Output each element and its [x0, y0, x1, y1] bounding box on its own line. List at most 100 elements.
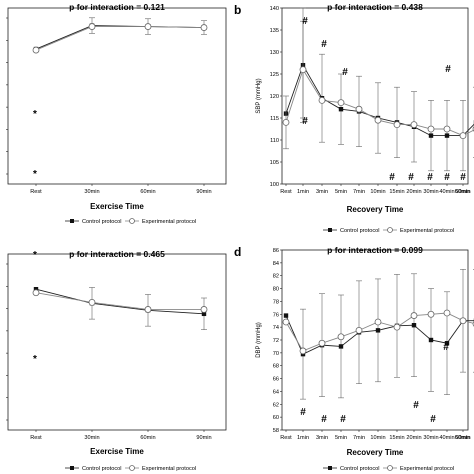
x-tick-label: 10min	[370, 189, 385, 195]
data-point-experimental	[299, 66, 307, 73]
data-point-control	[411, 323, 417, 328]
y-tick-label: 86	[273, 248, 279, 254]
data-point-control	[283, 313, 289, 318]
y-tick-label: 70	[273, 351, 279, 357]
data-point-experimental	[443, 309, 451, 317]
data-point-experimental	[32, 46, 40, 54]
chart-title: p for interaction = 0.121	[69, 2, 165, 12]
data-point-experimental	[200, 306, 208, 313]
y-tick-label: 140	[270, 6, 279, 12]
x-tick-label: 3min	[316, 189, 328, 195]
series-line	[35, 288, 205, 315]
y-tick-label: 78	[273, 299, 279, 305]
data-point-experimental	[459, 132, 467, 140]
data-point-experimental	[427, 125, 435, 133]
x-tick-label: 60min	[140, 189, 155, 195]
plot-frame	[281, 249, 469, 431]
significance-mark: #	[321, 39, 327, 50]
plot-area	[282, 268, 474, 400]
y-tick-label: 64	[273, 389, 279, 395]
data-point-experimental	[318, 97, 326, 104]
y-tick-label: 84	[273, 261, 279, 267]
x-tick-label: 3min	[316, 435, 328, 441]
x-tick-label: 30min	[84, 435, 99, 441]
legend-label: Control protocol	[82, 219, 122, 225]
x-tick-label: 7min	[353, 435, 365, 441]
y-tick-label: 72	[273, 338, 279, 344]
data-point-experimental	[32, 289, 40, 297]
y-tick-label: 76	[273, 312, 279, 318]
x-tick-label: 40min	[439, 435, 454, 441]
x-tick-label: Rest	[280, 435, 292, 441]
series-line	[35, 25, 205, 50]
data-point-control	[428, 133, 434, 138]
y-tick-label: 105	[270, 160, 279, 166]
significance-mark: #	[302, 16, 308, 27]
legend-swatch-marker	[70, 466, 74, 470]
plot-frame	[281, 7, 469, 185]
significance-mark: #	[427, 172, 433, 183]
legend-label: Control protocol	[340, 228, 380, 234]
x-tick-label: 10min	[370, 435, 385, 441]
x-tick-label: 40min	[439, 189, 454, 195]
legend-label: Experimental protocol	[400, 228, 454, 234]
legend: Control protocol Experimental protocol	[323, 465, 454, 472]
data-point-experimental	[282, 119, 290, 126]
significance-mark: #	[443, 342, 449, 353]
data-point-control	[428, 337, 434, 343]
panel-b: b p for interaction = 0.438 100 105 110 115 12…	[234, 2, 474, 234]
data-point-experimental	[410, 121, 418, 128]
data-point-control	[338, 344, 344, 349]
data-point-experimental	[88, 298, 96, 306]
significance-mark: #	[408, 172, 414, 183]
series-line	[285, 64, 474, 137]
chart-title: p for interaction = 0.465	[69, 249, 165, 259]
y-tick-label: 62	[273, 402, 279, 408]
data-point-control	[33, 287, 39, 292]
data-point-experimental	[88, 23, 96, 30]
y-tick-label: 125	[270, 72, 279, 78]
chart-title: p for interaction = 0.438	[327, 2, 423, 12]
significance-mark: #	[389, 172, 395, 183]
x-tick-label: 60min	[140, 435, 155, 441]
x-tick-label: 1min	[297, 189, 309, 195]
data-point-experimental	[337, 99, 345, 106]
data-point-control	[444, 133, 450, 138]
legend-swatch-marker	[328, 466, 332, 470]
data-point-experimental	[459, 317, 467, 325]
data-point-experimental	[200, 24, 208, 31]
y-tick-label: 110	[270, 138, 279, 144]
x-tick-label: 7min	[353, 189, 365, 195]
legend: Control protocol Experimental protocol	[323, 227, 454, 234]
y-tick-label: 82	[273, 274, 279, 280]
significance-mark: #	[340, 414, 346, 425]
series-line	[35, 292, 204, 310]
significance-mark: #	[413, 400, 419, 411]
significance-mark: *	[33, 250, 37, 261]
data-point-control	[201, 311, 207, 317]
x-axis-label: Recovery Time	[347, 205, 404, 214]
legend-swatch-marker	[328, 228, 332, 232]
chart-title: p for interaction = 0.099	[327, 245, 423, 255]
plot-area	[282, 7, 474, 172]
data-point-experimental	[337, 333, 345, 341]
y-tick-label: 135	[270, 28, 279, 34]
x-tick-label: 60min	[455, 189, 470, 195]
panel-letter: d	[234, 245, 241, 259]
x-tick-label: 50min	[455, 435, 470, 441]
x-tick-label: 90min	[196, 435, 211, 441]
y-tick-label: 74	[273, 325, 279, 331]
legend-swatch-marker	[70, 219, 74, 223]
x-axis-label: Exercise Time	[90, 447, 144, 456]
x-tick-label: Rest	[30, 435, 42, 441]
panel-letter: b	[234, 3, 241, 17]
y-tick-label: 130	[270, 50, 279, 56]
significance-mark: *	[33, 354, 37, 365]
plot-area	[32, 287, 208, 330]
x-tick-label: 5min	[335, 189, 347, 195]
data-point-experimental	[374, 318, 382, 326]
legend-swatch-marker	[129, 465, 135, 471]
data-point-experimental	[410, 312, 418, 319]
legend-label: Experimental protocol	[142, 219, 196, 225]
data-point-experimental	[282, 318, 290, 326]
